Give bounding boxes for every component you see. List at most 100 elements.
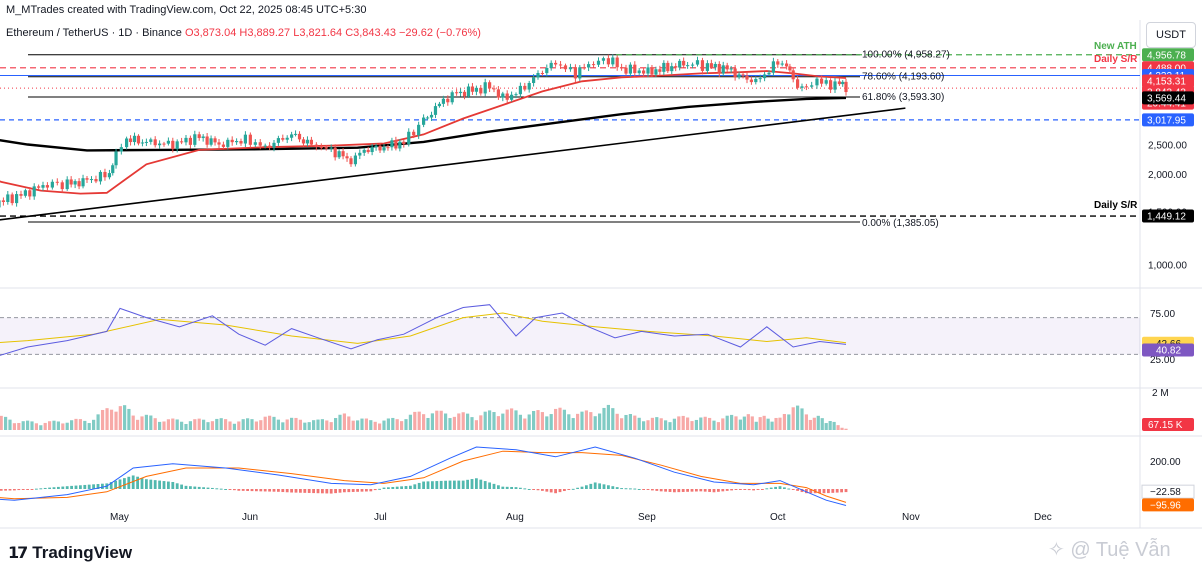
- candle-body: [549, 62, 553, 68]
- volume-bar: [721, 418, 725, 430]
- macd-histogram-bar: [307, 489, 311, 493]
- candle-body: [628, 64, 632, 74]
- volume-bar: [589, 412, 593, 430]
- volume-bar: [87, 423, 91, 430]
- candle-body: [337, 151, 341, 158]
- candle-body: [690, 64, 695, 66]
- tradingview-logo[interactable]: 𝟭𝟳 TradingView: [8, 543, 132, 563]
- volume-bar: [400, 421, 404, 430]
- candle-body: [324, 147, 328, 149]
- candle-body: [201, 136, 205, 139]
- macd-histogram-bar: [699, 489, 703, 492]
- candle-body: [235, 141, 239, 143]
- macd-histogram-bar: [637, 489, 641, 490]
- volume-bar: [750, 416, 754, 430]
- currency-badge[interactable]: USDT: [1146, 22, 1196, 48]
- volume-bar: [562, 409, 566, 430]
- candle-body: [437, 103, 442, 107]
- volume-bar: [224, 419, 228, 430]
- macd-histogram-bar: [765, 488, 769, 490]
- macd-histogram-bar: [712, 489, 716, 493]
- volume-bar: [408, 414, 412, 430]
- macd-histogram-bar: [263, 489, 267, 492]
- volume-bar: [624, 414, 628, 430]
- volume-bar: [778, 417, 782, 430]
- price-tag: 4,956.78: [1147, 50, 1186, 61]
- macd-histogram-bar: [215, 488, 219, 490]
- candle-body: [382, 147, 386, 151]
- candle-body: [527, 82, 531, 90]
- macd-histogram-bar: [48, 487, 51, 489]
- macd-histogram-bar: [501, 486, 505, 489]
- macd-histogram-bar: [470, 479, 474, 489]
- volume-bar: [725, 415, 729, 430]
- candle-body: [166, 140, 170, 144]
- volume-bar: [290, 417, 294, 430]
- candle-body: [226, 139, 230, 147]
- macd-histogram-bar: [409, 485, 412, 489]
- macd-histogram-bar: [761, 489, 764, 490]
- candle-body: [674, 66, 678, 68]
- candle-body: [654, 69, 658, 75]
- macd-histogram-bar: [791, 489, 795, 490]
- volume-bar: [602, 407, 606, 430]
- volume-bar: [637, 417, 641, 430]
- candle-body: [114, 151, 118, 166]
- candle-body: [50, 181, 54, 188]
- rsi-axis-label: 75.00: [1150, 309, 1175, 320]
- x-axis-label-oct: Oct: [770, 512, 786, 523]
- symbol-name[interactable]: Ethereum / TetherUS · 1D · Binance: [6, 27, 182, 39]
- volume-bar: [514, 410, 518, 430]
- volume-bar: [505, 409, 509, 430]
- price-tag: 4,153.31: [1147, 76, 1186, 87]
- volume-bar: [219, 418, 223, 430]
- macd-histogram-bar: [725, 489, 729, 491]
- candle-body: [745, 75, 749, 80]
- candle-body: [353, 155, 357, 165]
- candle-body: [263, 145, 267, 147]
- volume-bar: [246, 418, 250, 430]
- macd-histogram-bar: [65, 486, 69, 489]
- x-axis-label-dec: Dec: [1034, 512, 1052, 523]
- candle-body: [94, 179, 98, 182]
- candle-body: [483, 82, 487, 94]
- macd-histogram-bar: [519, 487, 522, 489]
- volume-bar: [633, 415, 637, 430]
- macd-histogram-bar: [171, 482, 175, 489]
- price-tag: 3,569.44: [1147, 93, 1186, 104]
- macd-histogram-bar: [835, 489, 839, 493]
- volume-bar: [824, 423, 828, 430]
- volume-bar: [0, 415, 3, 430]
- candle-body: [319, 146, 323, 148]
- candle-body: [386, 147, 390, 149]
- ascending-trendline: [0, 107, 906, 221]
- symbol-legend: Ethereum / TetherUS · 1D · Binance O3,87…: [6, 27, 481, 39]
- candle-body: [606, 58, 610, 65]
- candle-body: [474, 87, 478, 92]
- price-tag-bg: [1142, 48, 1194, 62]
- candle-body: [394, 140, 398, 149]
- macd-histogram-bar: [695, 489, 698, 492]
- macd-histogram-bar: [193, 486, 197, 489]
- macd-histogram-bar: [391, 486, 395, 489]
- rsi-band: [0, 317, 1140, 355]
- candle-body: [788, 66, 792, 71]
- candle-body: [501, 93, 505, 98]
- brand-name: TradingView: [32, 543, 133, 562]
- macd-histogram-bar: [237, 489, 241, 491]
- volume-bar: [96, 414, 100, 430]
- candle-body: [85, 178, 89, 180]
- candle-body: [749, 79, 753, 83]
- volume-bar: [61, 423, 65, 430]
- candle-body: [670, 66, 674, 72]
- candle-body: [650, 67, 654, 75]
- macd-histogram-bar: [356, 489, 359, 492]
- candle-body: [540, 73, 544, 75]
- candle-body: [390, 140, 394, 148]
- volume-bar: [369, 420, 373, 430]
- macd-histogram-bar: [651, 489, 654, 491]
- candle-body: [815, 78, 819, 86]
- candle-body: [505, 93, 509, 100]
- candle-body: [69, 179, 73, 185]
